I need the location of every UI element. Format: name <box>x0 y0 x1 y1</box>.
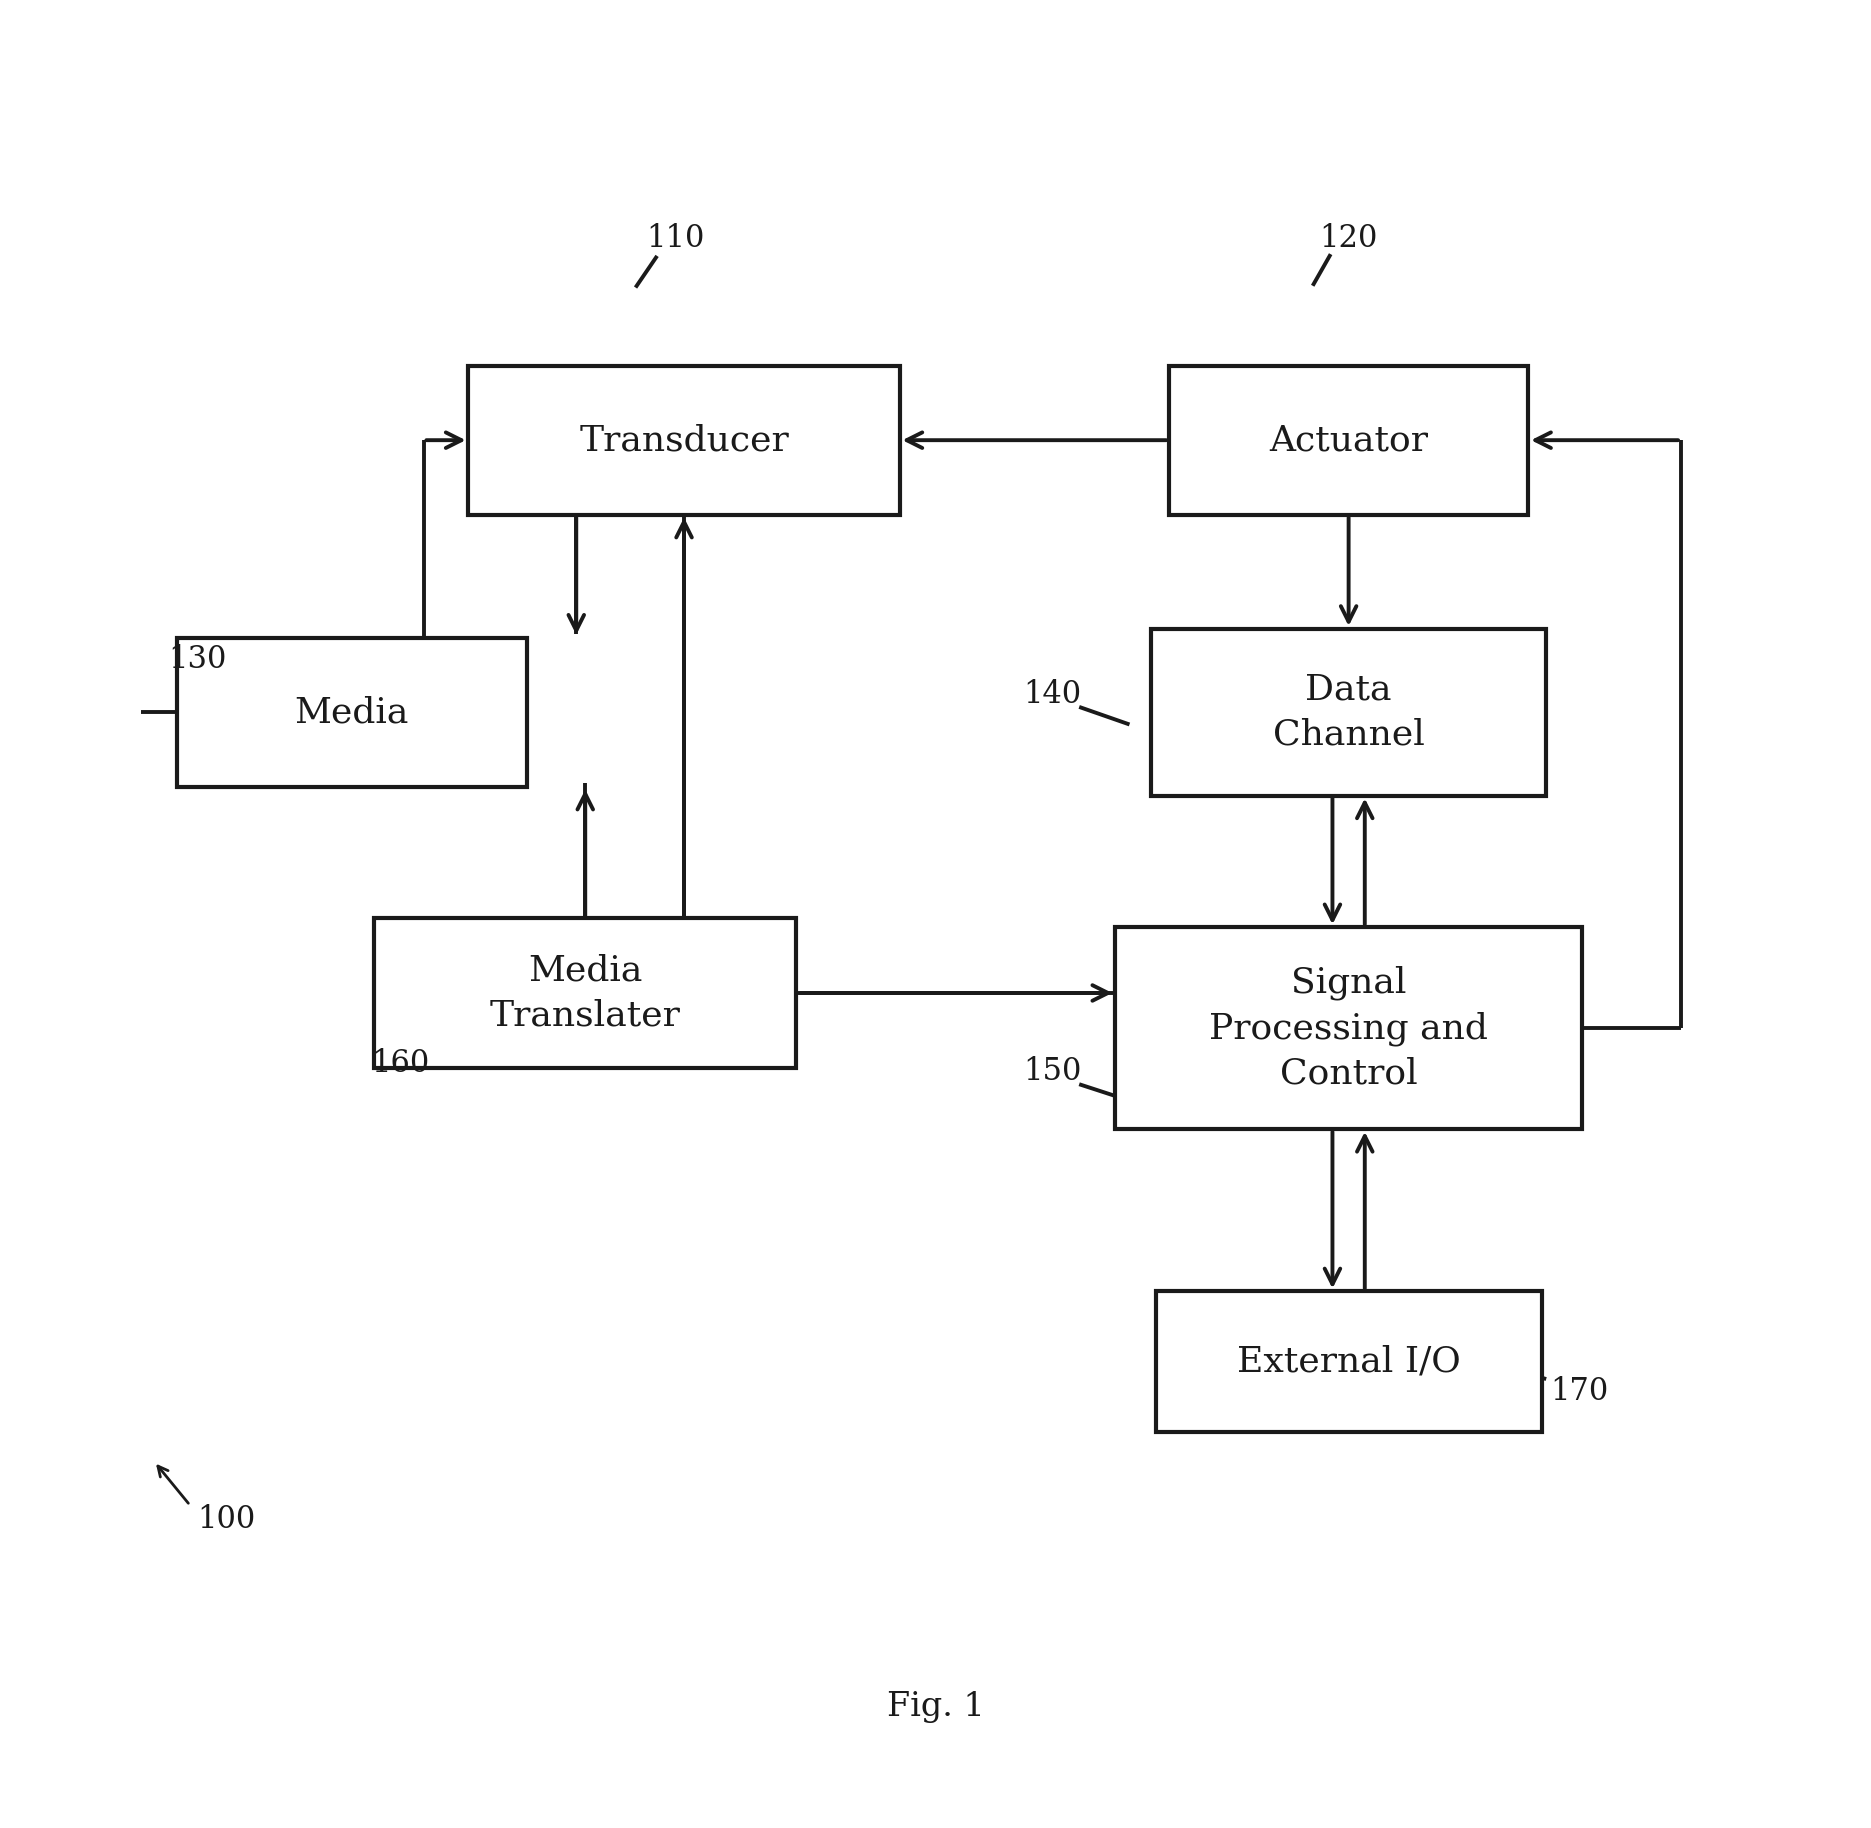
Text: 130: 130 <box>168 643 226 675</box>
Text: Fig. 1: Fig. 1 <box>887 1691 984 1724</box>
Bar <box>176 638 528 786</box>
Text: 100: 100 <box>196 1504 254 1536</box>
Text: 120: 120 <box>1319 223 1377 254</box>
Text: 150: 150 <box>1023 1057 1081 1088</box>
Text: 110: 110 <box>645 223 703 254</box>
Bar <box>1156 1291 1542 1431</box>
Text: Media
Translater: Media Translater <box>490 954 681 1033</box>
Text: 170: 170 <box>1549 1376 1607 1408</box>
Text: External I/O: External I/O <box>1237 1345 1461 1378</box>
Bar <box>1169 366 1529 515</box>
Text: Actuator: Actuator <box>1269 424 1428 457</box>
Text: Transducer: Transducer <box>580 424 790 457</box>
Text: Data
Channel: Data Channel <box>1272 673 1424 751</box>
Text: Signal
Processing and
Control: Signal Processing and Control <box>1209 965 1487 1089</box>
Text: 160: 160 <box>370 1047 428 1079</box>
Bar <box>1115 927 1583 1130</box>
Bar <box>374 918 797 1068</box>
Bar <box>468 366 900 515</box>
Bar <box>1151 629 1545 795</box>
Text: 140: 140 <box>1023 680 1081 709</box>
Text: Media: Media <box>294 695 410 729</box>
